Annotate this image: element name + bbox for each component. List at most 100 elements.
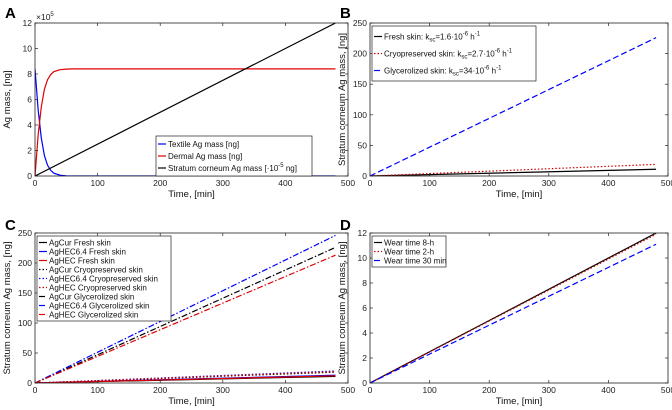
legend-entry: AgHEC Glycerolized skin: [49, 311, 138, 320]
panel-label: D: [340, 217, 351, 234]
y-tick-label: 4: [362, 328, 367, 338]
x-tick-label: 500: [661, 385, 672, 395]
legend-entry: AgCur Cryopreserved skin: [49, 266, 143, 275]
x-tick-label: 500: [341, 385, 355, 395]
series-line-3: [35, 375, 336, 383]
legend-entry: Wear time 8-h: [384, 239, 434, 248]
x-tick-label: 100: [91, 178, 105, 188]
x-tick-label: 300: [542, 178, 556, 188]
legend-entry: AgHEC6.4 Cryopreserved skin: [49, 275, 158, 284]
y-tick-label: 50: [358, 140, 368, 150]
y-axis-label: Ag mass, [ng]: [2, 70, 13, 128]
x-tick-label: 400: [278, 178, 292, 188]
y-tick-label: 12: [23, 18, 33, 28]
y-tick-label: 100: [18, 318, 32, 328]
x-tick-label: 200: [153, 178, 167, 188]
legend-entry: AgCur Glycerolized skin: [49, 293, 134, 302]
y-tick-label: 0: [27, 171, 32, 181]
x-tick-label: 500: [661, 178, 672, 188]
x-tick-label: 300: [216, 385, 230, 395]
legend-box: [371, 25, 537, 82]
x-tick-label: 200: [153, 385, 167, 395]
series-line-6: [35, 371, 336, 383]
panel-c: C 0 100 200 300 400 500 0 50 100 150 200 250 Time, [m…: [2, 217, 355, 407]
y-tick-label: 2: [362, 353, 367, 363]
series-line-7: [35, 246, 336, 383]
legend-entry: Glycerolized skin: ksc=34·10-6 h-1: [384, 66, 502, 78]
y-tick-label: 8: [362, 278, 367, 288]
y-tick-label: 50: [23, 348, 33, 358]
x-tick-label: 300: [216, 178, 230, 188]
y-tick-label: 150: [353, 79, 367, 89]
legend-entry: Textile Ag mass [ng]: [168, 140, 239, 149]
series-line-3: [370, 37, 657, 176]
legend-box: [371, 235, 447, 268]
legend-entry: AgHEC6.4 Glycerolized skin: [49, 302, 149, 311]
series-line-2: [370, 163, 657, 176]
x-tick-label: 500: [341, 178, 355, 188]
x-tick-label: 400: [601, 178, 615, 188]
legend-entry: AgCur Fresh skin: [49, 239, 111, 248]
y-tick-label: 250: [18, 228, 32, 238]
x-tick-label: 200: [482, 385, 496, 395]
y-tick-label: 150: [18, 288, 32, 298]
panel-d: D 0 100 200 300 400 500 0 2 4 6 8 10 12 Time, [min] Str…: [337, 217, 672, 407]
y-axis-label: Stratum corneum Ag mass, [ng]: [337, 241, 348, 374]
y-tick-label: 200: [353, 49, 367, 59]
y-exponent-label: ×105: [36, 12, 54, 22]
panel-b: B 0 100 200 300 400 500 0 50 100 150 200 250 Time, [m…: [337, 5, 672, 200]
y-tick-label: 0: [362, 378, 367, 388]
y-tick-label: 200: [18, 258, 32, 268]
plot-area: [370, 37, 657, 176]
x-tick-label: 0: [368, 178, 373, 188]
x-tick-label: 400: [601, 385, 615, 395]
panel-label: C: [5, 217, 16, 234]
legend-entry: Cryopreserved skin: ksc=2.7·10-6 h-1: [384, 49, 513, 61]
y-tick-label: 0: [362, 171, 367, 181]
x-axis-label: Time, [min]: [168, 189, 215, 200]
x-tick-label: 0: [33, 385, 38, 395]
x-axis-label: Time, [min]: [496, 189, 543, 200]
legend: Textile Ag mass [ng] Dermal Ag mass [ng] S…: [155, 135, 313, 177]
y-tick-label: 250: [353, 18, 367, 28]
y-tick-label: 6: [27, 95, 32, 105]
legend-entry: Wear time 30 min: [384, 257, 447, 266]
y-tick-label: 10: [358, 253, 368, 263]
plot-area: [370, 233, 657, 383]
y-tick-label: 10: [23, 44, 33, 54]
legend-entry: AgHEC Fresh skin: [49, 257, 115, 266]
x-axis-label: Time, [min]: [168, 396, 215, 407]
legend-entry: AgHEC6.4 Fresh skin: [49, 248, 126, 257]
x-tick-label: 200: [482, 178, 496, 188]
plot-area: [35, 234, 336, 383]
legend: Fresh skin: ksc=1.6·10-6 h-1 Cryopreserve…: [371, 25, 537, 82]
x-tick-label: 300: [542, 385, 556, 395]
series-line-3: [370, 243, 657, 383]
x-tick-label: 400: [278, 385, 292, 395]
y-tick-label: 6: [362, 303, 367, 313]
series-line-1: [370, 168, 657, 176]
y-tick-label: 2: [27, 146, 32, 156]
series-line-2: [35, 68, 336, 176]
legend-entry: Wear time 2-h: [384, 248, 434, 257]
y-tick-label: 12: [358, 228, 368, 238]
axes-frame: [369, 22, 669, 177]
y-tick-label: 4: [27, 120, 32, 130]
y-tick-label: 0: [27, 378, 32, 388]
x-axis-label: Time, [min]: [496, 396, 543, 407]
panel-a: A 0 100 200 300 400 500 0 2 4 6 8 10 12×105 Time, [min…: [2, 5, 355, 200]
series-line-8: [35, 234, 336, 383]
series-line-3: [35, 23, 336, 176]
series-line-9: [35, 254, 336, 383]
y-axis-label: Stratum corneum Ag mass, [ng]: [337, 33, 348, 166]
legend-entry: Stratum corneum Ag mass [·10-5 ng]: [168, 163, 297, 173]
legend-box: [155, 135, 313, 177]
x-tick-label: 0: [33, 178, 38, 188]
panel-label: B: [340, 5, 351, 22]
x-tick-label: 100: [423, 178, 437, 188]
x-tick-label: 0: [368, 385, 373, 395]
x-tick-label: 100: [423, 385, 437, 395]
